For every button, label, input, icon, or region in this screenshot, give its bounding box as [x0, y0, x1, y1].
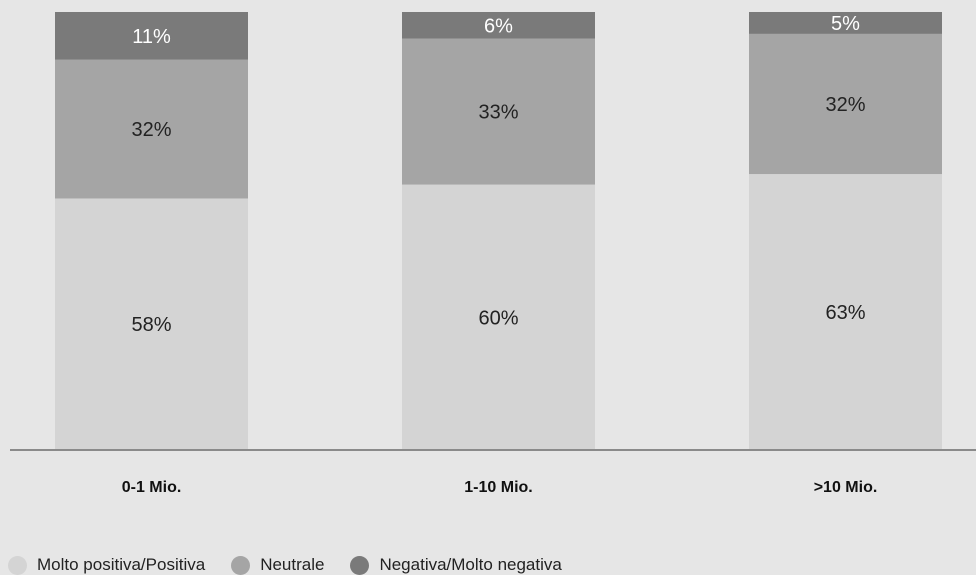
- legend-label-positive: Molto positiva/Positiva: [37, 555, 206, 574]
- data-label-cat3-series3: 5%: [831, 13, 860, 35]
- category-labels: 0-1 Mio. 1-10 Mio. >10 Mio.: [122, 479, 878, 496]
- legend-item-neutral[interactable]: Neutrale: [231, 555, 324, 575]
- legend-swatch-negative: [350, 555, 370, 575]
- bar-segment-cat3-series3[interactable]: [749, 12, 942, 34]
- bar-segment-cat1-series3[interactable]: [55, 12, 248, 60]
- legend-swatch-positive: [8, 555, 27, 575]
- data-label-cat2-series1: 60%: [478, 307, 518, 329]
- data-label-cat3-series2: 32%: [825, 94, 865, 116]
- data-label-cat1-series3: 11%: [132, 26, 171, 48]
- bar-segment-cat3-series1[interactable]: [749, 174, 942, 450]
- legend-item-negative[interactable]: Negativa/Molto negativa: [350, 555, 562, 575]
- data-label-cat1-series1: 58%: [131, 314, 171, 336]
- legend-swatch-neutral: [231, 555, 251, 575]
- bar-segment-cat2-series2[interactable]: [402, 38, 595, 185]
- bars-layer: 58% 32% 11% 60% 33% 6% 63% 32% 5%: [55, 12, 942, 450]
- data-label-cat1-series2: 32%: [131, 119, 171, 141]
- legend-label-negative: Negativa/Molto negativa: [379, 555, 562, 574]
- bar-segment-cat1-series2[interactable]: [55, 59, 248, 199]
- data-label-cat2-series3: 6%: [484, 15, 513, 37]
- bar-segment-cat2-series1[interactable]: [402, 184, 595, 450]
- data-label-cat2-series2: 33%: [478, 102, 518, 124]
- category-label-cat2: 1-10 Mio.: [464, 479, 532, 496]
- bar-segment-cat1-series1[interactable]: [55, 198, 248, 450]
- data-label-cat3-series1: 63%: [825, 302, 865, 324]
- legend-item-positive[interactable]: Molto positiva/Positiva: [8, 555, 205, 575]
- category-label-cat3: >10 Mio.: [814, 479, 878, 496]
- bar-segment-cat3-series2[interactable]: [749, 33, 942, 175]
- category-label-cat1: 0-1 Mio.: [122, 479, 182, 496]
- legend: Molto positiva/Positiva Neutrale Negativ…: [8, 555, 562, 575]
- legend-label-neutral: Neutrale: [260, 555, 325, 574]
- bar-segment-cat2-series3[interactable]: [402, 12, 595, 39]
